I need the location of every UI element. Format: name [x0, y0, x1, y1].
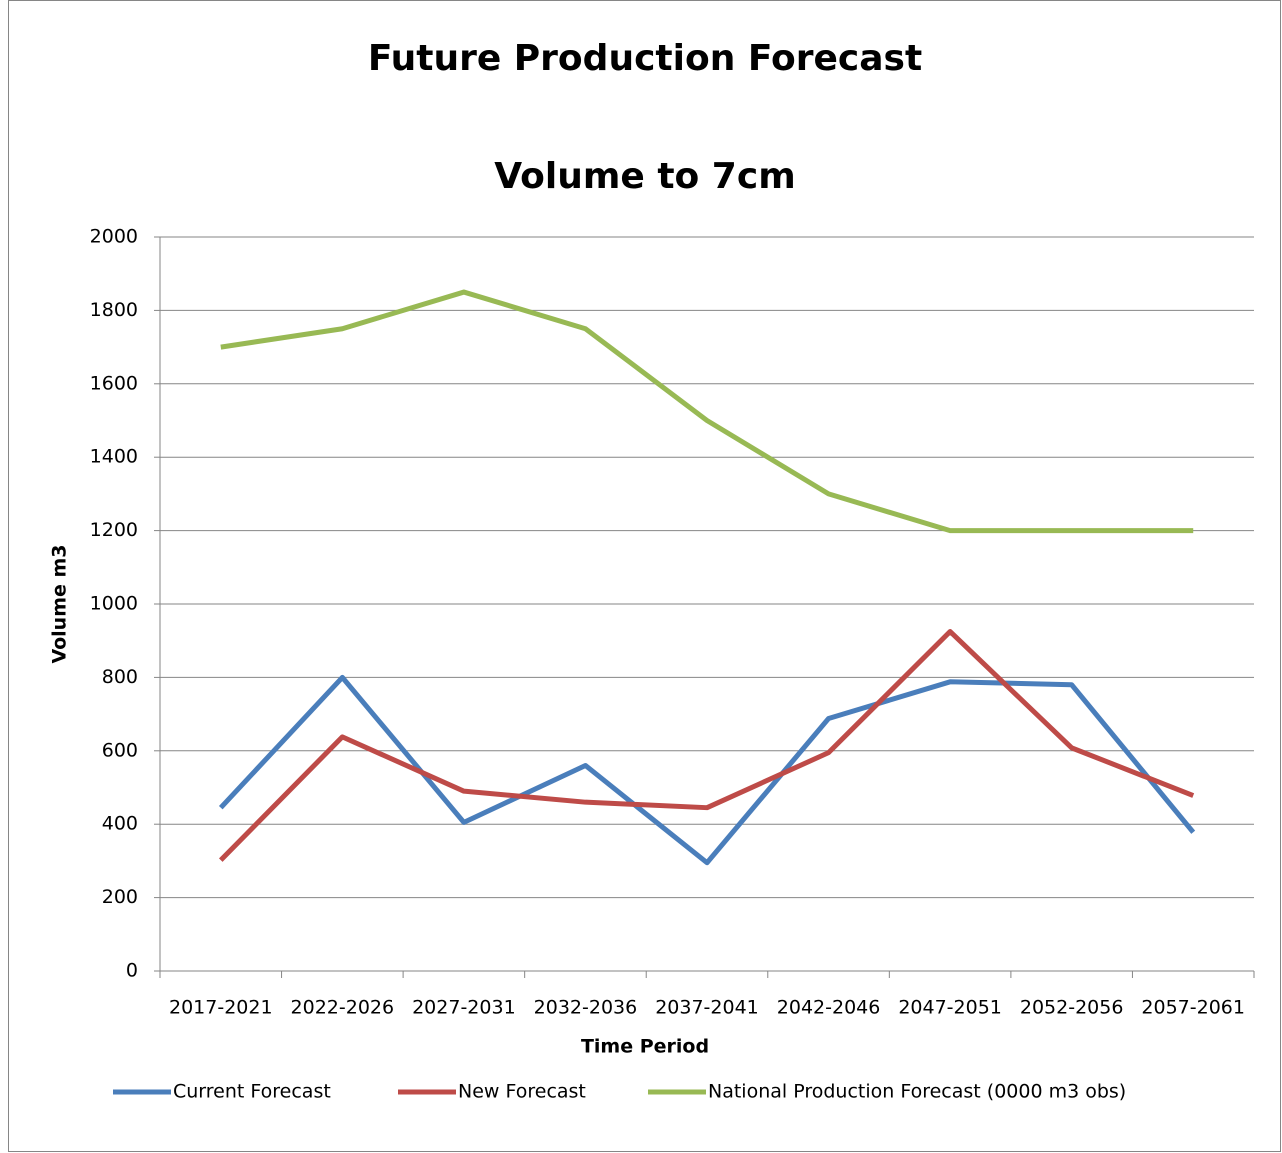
- y-tick-label: 1600: [90, 372, 138, 394]
- y-tick-label: 2000: [90, 226, 138, 248]
- x-tick-label: 2027-2031: [412, 997, 516, 1019]
- legend-label: New Forecast: [458, 1081, 586, 1103]
- chart-subtitle: Volume to 7cm: [494, 156, 795, 197]
- series-line: [220, 289, 1194, 534]
- y-tick-label: 1200: [90, 519, 138, 541]
- y-tick-label: 200: [102, 886, 138, 908]
- y-tick-label: 1000: [90, 593, 138, 615]
- y-tick-label: 800: [102, 666, 138, 688]
- x-tick-label: 2022-2026: [291, 997, 395, 1019]
- y-tick-label: 600: [102, 739, 138, 761]
- y-axis-title: Volume m3: [49, 544, 71, 663]
- x-tick-label: 2032-2036: [534, 997, 638, 1019]
- x-tick-label: 2037-2041: [655, 997, 759, 1019]
- series-line: [218, 629, 1195, 862]
- legend-label: National Production Forecast (0000 m3 ob…: [708, 1081, 1126, 1103]
- x-tick-label: 2017-2021: [169, 997, 273, 1019]
- legend-label: Current Forecast: [173, 1081, 331, 1103]
- x-tick-label: 2047-2051: [898, 997, 1002, 1019]
- x-tick-label: 2042-2046: [777, 997, 881, 1019]
- chart-frame: [8, 0, 1281, 1152]
- chart-title: Future Production Forecast: [368, 38, 922, 79]
- x-axis-title: Time Period: [581, 1036, 709, 1058]
- y-tick-label: 400: [102, 813, 138, 835]
- x-tick-label: 2052-2056: [1020, 997, 1124, 1019]
- y-tick-label: 1400: [90, 446, 138, 468]
- y-tick-label: 1800: [90, 299, 138, 321]
- x-tick-label: 2057-2061: [1141, 997, 1245, 1019]
- y-tick-label: 0: [126, 960, 138, 982]
- series-line: [218, 674, 1196, 866]
